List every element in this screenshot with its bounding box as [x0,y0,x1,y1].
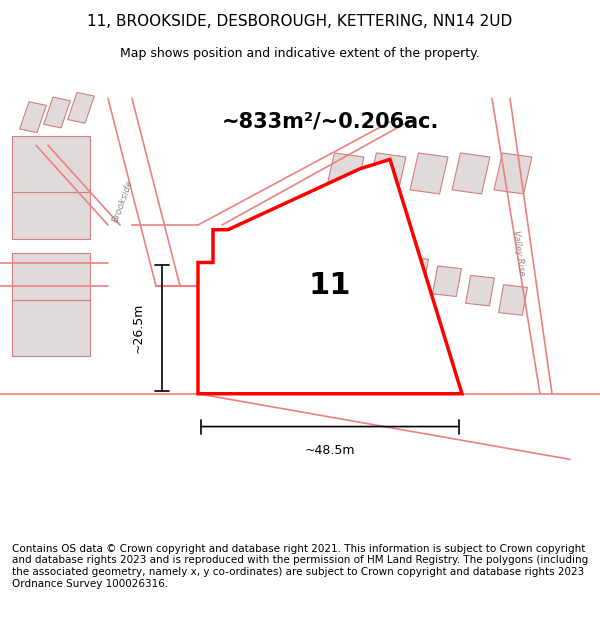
Polygon shape [326,153,364,194]
Polygon shape [198,159,462,394]
Polygon shape [12,136,90,192]
Text: Valley Rise: Valley Rise [511,230,527,276]
Polygon shape [12,253,90,300]
Polygon shape [368,153,406,194]
Text: ~833m²/~0.206ac.: ~833m²/~0.206ac. [221,112,439,132]
Text: 11: 11 [309,271,351,301]
Text: Contains OS data © Crown copyright and database right 2021. This information is : Contains OS data © Crown copyright and d… [12,544,588,589]
Text: Map shows position and indicative extent of the property.: Map shows position and indicative extent… [120,48,480,61]
Polygon shape [44,97,70,128]
Text: ~48.5m: ~48.5m [305,444,355,456]
Polygon shape [20,102,46,132]
Polygon shape [466,276,494,306]
Polygon shape [494,153,532,194]
Polygon shape [68,92,94,123]
Polygon shape [400,257,428,287]
Polygon shape [499,285,527,315]
Polygon shape [433,266,461,296]
Polygon shape [12,300,90,356]
Polygon shape [12,192,90,239]
Polygon shape [452,153,490,194]
Polygon shape [410,153,448,194]
Text: ~26.5m: ~26.5m [131,303,145,353]
Polygon shape [252,262,342,309]
Polygon shape [252,338,306,375]
Text: 11, BROOKSIDE, DESBOROUGH, KETTERING, NN14 2UD: 11, BROOKSIDE, DESBOROUGH, KETTERING, NN… [88,14,512,29]
Text: Brookside: Brookside [111,179,135,224]
